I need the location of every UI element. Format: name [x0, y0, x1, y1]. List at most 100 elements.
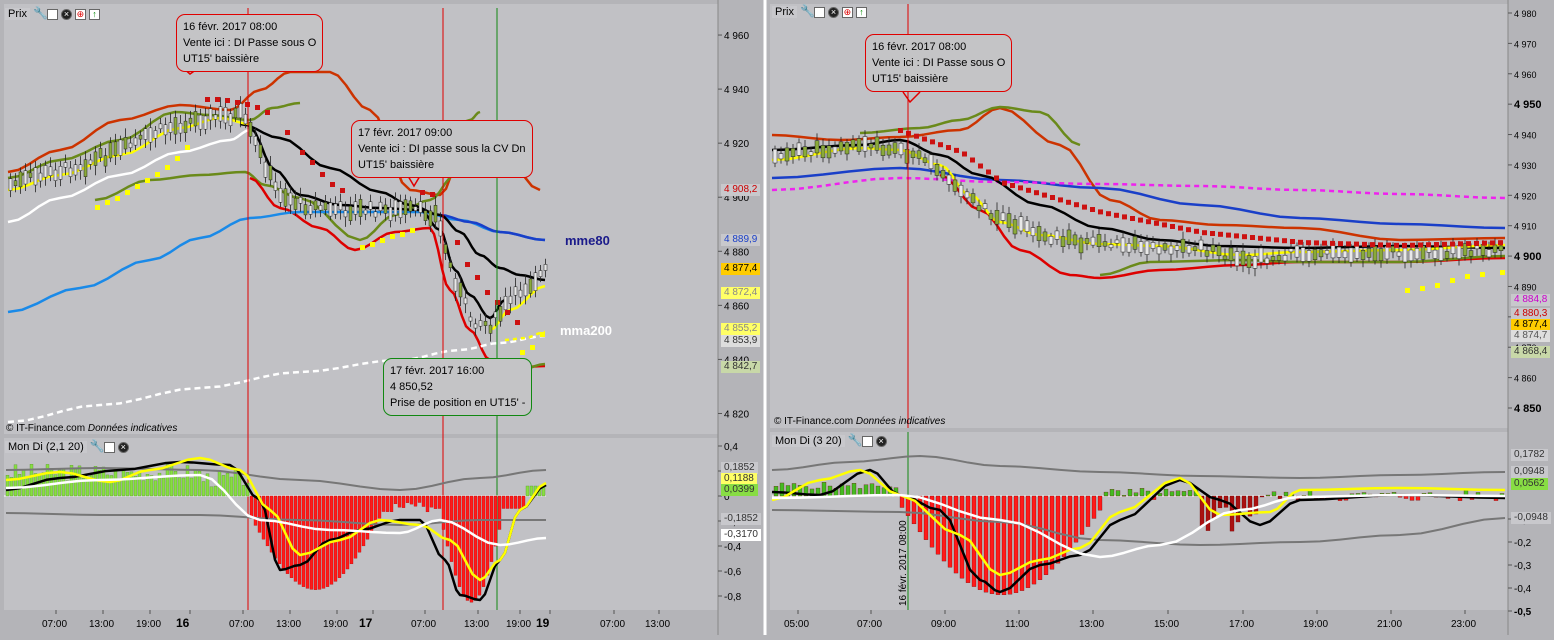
move-up-icon[interactable]: ↑ — [855, 6, 867, 18]
candle-body — [1012, 219, 1018, 235]
candle-body — [1462, 243, 1468, 256]
upper-band-line — [771, 106, 1506, 242]
time-axis-label: 13:00 — [276, 619, 301, 630]
wrench-icon[interactable]: 🔧 — [32, 5, 48, 20]
left-price-panel — [4, 4, 718, 434]
candle-body — [1192, 246, 1198, 251]
time-axis-label: 23:00 — [1451, 619, 1476, 630]
callout-pointer — [407, 175, 421, 188]
stop-dot — [265, 110, 270, 115]
close-icon[interactable]: × — [827, 6, 839, 18]
histogram-bar-down — [497, 495, 502, 530]
candle-body — [413, 206, 418, 211]
yellow-average-line — [504, 330, 546, 342]
time-axis-label: 13:00 — [464, 619, 489, 630]
candle-body — [838, 141, 844, 152]
candle-body — [1174, 245, 1180, 251]
stop-dot — [1266, 236, 1271, 242]
candle-body — [123, 137, 128, 150]
price-tag: 4 853,9 — [721, 335, 761, 347]
price-tick-label: 4 940 — [1514, 131, 1537, 141]
mma200-line — [7, 334, 546, 424]
candle-body — [910, 150, 916, 158]
annotation-date: 16 févr. 2017 08:00 — [183, 21, 278, 33]
histogram-bar-up — [157, 472, 162, 497]
maximize-icon[interactable] — [861, 435, 873, 447]
histogram-bar-down — [249, 495, 254, 519]
price-tick-label: 4 950 — [1514, 99, 1542, 111]
candle-body — [83, 159, 88, 177]
close-icon[interactable]: × — [60, 8, 72, 20]
indicator-tick-label: -0,8 — [724, 592, 742, 603]
histogram-bar-up — [233, 470, 238, 497]
maximize-icon[interactable] — [103, 441, 115, 453]
histogram-bar-down — [1001, 495, 1007, 596]
candle-body — [223, 107, 228, 124]
candle-body — [498, 306, 503, 322]
credit-note: Données indicatives — [87, 423, 178, 434]
candle-body — [844, 142, 850, 155]
candle-body — [1282, 255, 1288, 262]
move-up-icon[interactable]: ↑ — [88, 8, 100, 20]
price-tick-label: 4 900 — [1514, 251, 1542, 263]
candle-body — [1198, 239, 1204, 251]
di-line — [771, 468, 1506, 594]
candle-body — [538, 270, 543, 277]
candle-body — [898, 142, 904, 156]
candle-body — [814, 140, 820, 154]
close-icon[interactable]: × — [117, 441, 129, 453]
time-axis-label: 17:00 — [1229, 619, 1254, 630]
candle-body — [874, 136, 880, 151]
histogram-bar-up — [845, 485, 851, 497]
maximize-icon[interactable] — [46, 8, 58, 20]
candle-body — [892, 142, 898, 154]
candle-body — [934, 164, 940, 176]
wrench-icon[interactable]: 🔧 — [847, 432, 863, 447]
maximize-icon[interactable] — [813, 6, 825, 18]
stop-dot — [340, 188, 345, 193]
candle-body — [428, 210, 433, 227]
histogram-bar-down — [457, 495, 462, 587]
candle-body — [1030, 227, 1036, 237]
price-tick-label: 4 930 — [1514, 161, 1537, 171]
stop-dot — [1258, 235, 1263, 241]
stop-dot — [1154, 220, 1159, 226]
candle-body — [28, 172, 33, 178]
stop-dot — [1410, 242, 1415, 248]
price-tag: 4 868,4 — [1511, 346, 1551, 358]
indicator-tick-label: -0,4 — [724, 542, 742, 553]
lower-green-band-line — [1099, 254, 1506, 277]
time-axis-label: 17 — [359, 616, 373, 630]
wrench-icon[interactable]: 🔧 — [89, 438, 105, 453]
close-icon[interactable]: × — [875, 435, 887, 447]
histogram-bar-up — [1109, 489, 1115, 497]
candle-body — [1216, 245, 1222, 257]
candle-body — [133, 137, 138, 146]
histogram-bar-down — [305, 495, 310, 589]
histogram-bar-up — [1121, 495, 1127, 497]
indicator-tag: -0,1852 — [721, 513, 761, 525]
histogram-bar-up — [137, 470, 142, 497]
candle-body — [1252, 256, 1258, 269]
candle-body — [128, 142, 133, 149]
move-down-icon[interactable]: ⊕ — [841, 6, 853, 18]
histogram-bar-down — [453, 495, 458, 576]
candle-body — [946, 174, 952, 185]
histogram-bar-down — [1025, 495, 1031, 588]
indicator-tag: -0,3170 — [721, 529, 761, 541]
wrench-icon[interactable]: 🔧 — [799, 3, 815, 18]
histogram-bar-up — [1169, 491, 1175, 497]
credit-text: © IT-Finance.com — [6, 423, 86, 434]
price-tick-label: 4 940 — [724, 85, 749, 96]
histogram-bar-up — [1157, 493, 1163, 497]
stop-dot — [225, 98, 230, 103]
indicator-band-lower — [771, 509, 1506, 546]
histogram-bar-up — [21, 469, 26, 497]
right-indicator-panel — [770, 432, 1508, 610]
histogram-bar-down — [513, 495, 518, 509]
vertical-date-label: 16 févr. 2017 08:00 — [898, 520, 909, 606]
candle-body — [288, 192, 293, 206]
move-down-icon[interactable]: ⊕ — [74, 8, 86, 20]
candle-body — [1402, 247, 1408, 263]
